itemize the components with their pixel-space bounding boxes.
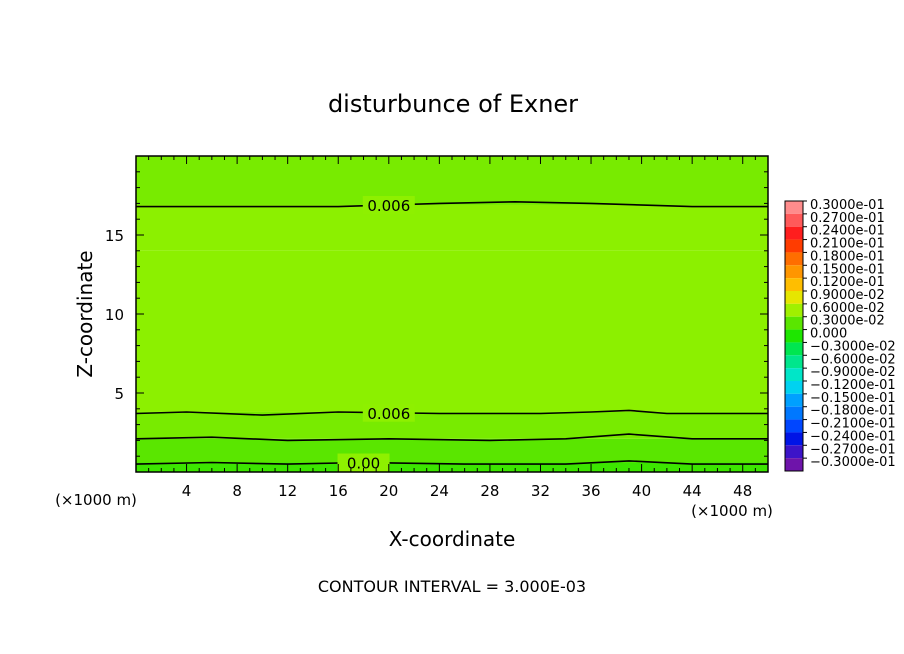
colorbar-label: −0.3000e-01 — [810, 455, 896, 470]
contour-line — [136, 200, 768, 208]
colorbar-swatch — [785, 213, 803, 227]
chart-title: disturbunce of Exner — [328, 90, 578, 118]
x-tick-label: 40 — [632, 482, 651, 500]
colorbar-swatch — [785, 201, 803, 214]
colorbar-swatch — [785, 303, 803, 317]
y-axis-label: Z-coordinate — [73, 250, 97, 377]
contour-line — [136, 460, 768, 465]
colorbar-label: −0.1200e-01 — [810, 378, 896, 393]
contour-line — [136, 433, 768, 442]
field-band — [136, 438, 768, 463]
x-tick-label: 24 — [430, 482, 449, 500]
colorbar-label: −0.2700e-01 — [810, 442, 896, 457]
field-shading — [136, 156, 768, 472]
colorbar-swatch — [785, 393, 803, 407]
colorbar-swatch — [785, 278, 803, 291]
colorbar-label: −0.3000e-02 — [810, 339, 896, 354]
colorbar-label: 0.6000e-02 — [810, 301, 885, 316]
x-tick-label: 44 — [683, 482, 702, 500]
field-band — [136, 462, 768, 472]
colorbar-swatch — [785, 381, 803, 394]
colorbar-swatch — [785, 355, 803, 369]
field-band — [136, 204, 768, 251]
colorbar-label: −0.6000e-02 — [810, 352, 896, 367]
colorbar-label: 0.3000e-02 — [810, 314, 885, 329]
x-ticks: 4 8 12 16 20 24 28 32 36 40 44 48 — [148, 156, 756, 500]
x-tick-label: 12 — [278, 482, 297, 500]
colorbar-swatch — [785, 432, 803, 446]
contour-label: 0.006 — [367, 405, 410, 423]
colorbar-swatch — [785, 329, 803, 343]
x-tick-label: 36 — [581, 482, 600, 500]
contour-line — [136, 409, 768, 416]
x-tick-label: 4 — [182, 482, 192, 500]
x-tick-label: 20 — [379, 482, 398, 500]
colorbar-swatch — [785, 239, 803, 253]
x-tick-label: 32 — [531, 482, 550, 500]
contour-label-bg — [337, 453, 390, 472]
colorbar-label: 0.1200e-01 — [810, 275, 885, 290]
colorbar-label: 0.1500e-01 — [810, 262, 885, 277]
colorbar-swatch — [785, 419, 803, 433]
colorbar-label: 0.2100e-01 — [810, 237, 885, 252]
colorbar-label: −0.2100e-01 — [810, 417, 896, 432]
field-band — [136, 250, 768, 412]
contour-label: 0.006 — [367, 197, 410, 215]
colorbar-label: −0.9000e-02 — [810, 365, 896, 380]
y-tick-label: 5 — [114, 385, 124, 403]
colorbar-label: −0.2400e-01 — [810, 429, 896, 444]
colorbar-swatch — [785, 291, 803, 304]
colorbar-swatch — [785, 316, 803, 330]
field-band — [136, 156, 768, 205]
colorbar-swatch — [785, 226, 803, 240]
contour-lines: 0.006 0.006 0.00 — [136, 195, 768, 473]
contour-interval-note: CONTOUR INTERVAL = 3.000E-03 — [318, 577, 586, 596]
colorbar-label: 0.1800e-01 — [810, 249, 885, 264]
contour-label-bg — [362, 195, 415, 214]
colorbar-swatch — [785, 368, 803, 381]
x-tick-label: 8 — [232, 482, 242, 500]
colorbar-frame — [784, 200, 804, 472]
x-axis-label: X-coordinate — [389, 527, 516, 551]
y-tick-label: 15 — [105, 227, 124, 245]
x-tick-label: 28 — [480, 482, 499, 500]
colorbar-label: 0.3000e-01 — [810, 198, 885, 213]
colorbar-label: 0.2400e-01 — [810, 224, 885, 239]
colorbar-label: 0.9000e-02 — [810, 288, 885, 303]
x-tick-label: 16 — [329, 482, 348, 500]
x-unit-right: (×1000 m) — [691, 502, 773, 520]
colorbar: 0.3000e-010.2700e-010.2400e-010.2100e-01… — [784, 198, 896, 472]
x-tick-label: 48 — [733, 482, 752, 500]
field-band — [136, 411, 768, 439]
colorbar-swatch — [785, 265, 803, 279]
colorbar-label: 0.2700e-01 — [810, 211, 885, 226]
colorbar-swatch — [785, 252, 803, 266]
colorbar-swatch — [785, 445, 803, 459]
contour-label: 0.00 — [347, 455, 380, 473]
colorbar-label: 0.000 — [810, 327, 847, 342]
y-tick-label: 10 — [105, 306, 124, 324]
colorbar-label: −0.1800e-01 — [810, 404, 896, 419]
contour-label-bg — [362, 403, 415, 422]
colorbar-swatch — [785, 342, 803, 356]
colorbar-swatch — [785, 458, 803, 471]
x-unit-left: (×1000 m) — [55, 491, 137, 509]
colorbar-label: −0.1500e-01 — [810, 391, 896, 406]
y-ticks: 5 10 15 — [105, 171, 768, 457]
colorbar-swatch — [785, 406, 803, 420]
